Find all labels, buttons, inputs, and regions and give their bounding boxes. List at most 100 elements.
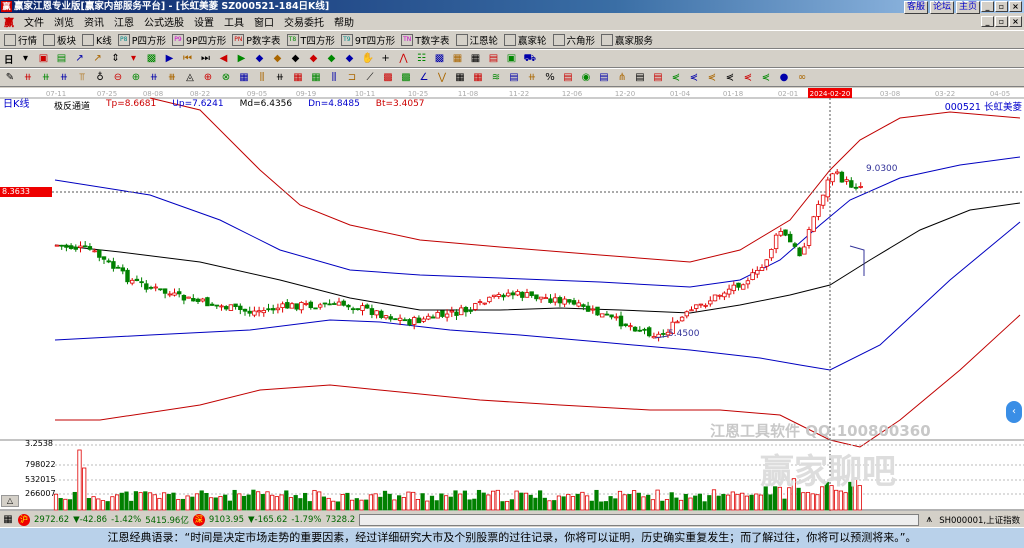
toolbar-button[interactable]: PN P数字表	[232, 33, 281, 47]
tool-icon[interactable]: ≋	[491, 71, 501, 83]
tool-icon[interactable]: ⊖	[113, 71, 123, 83]
tool-icon[interactable]: ⋞	[761, 71, 771, 83]
tool-icon[interactable]: ◀	[219, 52, 228, 64]
toolbar-button[interactable]: K线	[82, 33, 112, 47]
child-restore-button[interactable]: ▫	[995, 16, 1008, 27]
tool-icon[interactable]: ▤	[56, 52, 67, 64]
tool-icon[interactable]: ▾	[23, 52, 29, 64]
tool-icon[interactable]: ⧺	[59, 71, 69, 83]
toolbar-button[interactable]: 江恩轮	[455, 33, 498, 47]
link-forum[interactable]: 论坛	[929, 1, 954, 14]
link-service[interactable]: 客服	[903, 1, 928, 14]
tool-icon[interactable]: ✎	[5, 71, 15, 83]
tool-icon[interactable]: ▣	[506, 52, 517, 64]
tool-icon[interactable]: ▤	[599, 71, 609, 83]
tool-icon[interactable]: ◆	[345, 52, 354, 64]
child-close-button[interactable]: ×	[1009, 16, 1022, 27]
restore-button[interactable]: ▫	[995, 1, 1008, 12]
tool-icon[interactable]: ◬	[186, 71, 194, 83]
tool-icon[interactable]: ◆	[291, 52, 300, 64]
tool-icon[interactable]: ⏮	[183, 52, 193, 64]
menu-trade[interactable]: 交易委托	[284, 18, 324, 29]
tool-icon[interactable]: ▦	[473, 71, 483, 83]
side-scroll-button[interactable]: ‹	[1006, 401, 1022, 423]
toolbar-button[interactable]: 板块	[43, 33, 76, 47]
menu-tools[interactable]: 工具	[224, 18, 244, 29]
child-minimize-button[interactable]: _	[981, 16, 994, 27]
tool-icon[interactable]: ▤	[488, 52, 499, 64]
menu-window[interactable]: 窗口	[254, 18, 274, 29]
tool-icon[interactable]: ◆	[273, 52, 282, 64]
tool-icon[interactable]: ⟋	[366, 71, 374, 83]
tool-icon[interactable]: ▤	[563, 71, 573, 83]
tool-icon[interactable]: ⫼	[259, 71, 265, 83]
tool-icon[interactable]: ▩	[401, 71, 411, 83]
toolbar-button[interactable]: P8 P四方形	[117, 33, 166, 47]
tool-icon[interactable]: ↗	[75, 52, 84, 64]
toolbar-button[interactable]: 赢家轮	[504, 33, 547, 47]
tool-icon[interactable]: ▤	[653, 71, 663, 83]
tool-icon[interactable]: ⫪	[79, 71, 85, 83]
tool-icon[interactable]: ☷	[417, 52, 426, 64]
tool-icon[interactable]: ▤	[635, 71, 645, 83]
tool-icon[interactable]: ⋞	[707, 71, 717, 83]
tool-icon[interactable]: +	[381, 52, 390, 64]
tool-icon[interactable]: ▶	[237, 52, 246, 64]
toolbar-button[interactable]: P9 9P四方形	[172, 33, 226, 47]
minimize-button[interactable]: _	[981, 1, 994, 12]
calculator-icon[interactable]: ▦	[3, 513, 13, 525]
tool-icon[interactable]: ⧻	[167, 71, 177, 83]
tool-icon[interactable]: ⋁	[437, 71, 447, 83]
tool-icon[interactable]: ↗	[93, 52, 102, 64]
tool-icon[interactable]: ◆	[255, 52, 264, 64]
tool-icon[interactable]: ⧺	[23, 71, 33, 83]
tool-icon[interactable]: ✋	[361, 52, 374, 64]
menu-settings[interactable]: 设置	[194, 18, 214, 29]
close-button[interactable]: ×	[1009, 1, 1022, 12]
tool-icon[interactable]: ▾	[131, 52, 137, 64]
tool-icon[interactable]: ▣	[38, 52, 49, 64]
tool-icon[interactable]: ▦	[293, 71, 303, 83]
tool-icon[interactable]: ▶	[165, 52, 174, 64]
kline-chart[interactable]: 07-11 07-25 08-08 08-22 09-05 09-19 10-11 10-25…	[0, 88, 1024, 511]
tool-icon[interactable]: ∠	[419, 71, 429, 83]
tool-icon[interactable]: ▦	[452, 52, 463, 64]
tool-icon[interactable]: ▦	[311, 71, 321, 83]
tool-icon[interactable]: ⋞	[671, 71, 681, 83]
tool-icon[interactable]: ⇕	[111, 52, 120, 64]
expand-button[interactable]: △	[1, 495, 19, 507]
tool-icon[interactable]: ⋔	[617, 71, 627, 83]
menu-browse[interactable]: 浏览	[54, 18, 74, 29]
toolbar-button[interactable]: 赢家服务	[601, 33, 653, 47]
tool-icon[interactable]: ▩	[434, 52, 445, 64]
tool-icon[interactable]: %	[545, 71, 555, 83]
tool-icon[interactable]: ⊕	[131, 71, 141, 83]
horizontal-scrollbar[interactable]	[359, 513, 920, 526]
tool-icon[interactable]: ♁	[96, 71, 104, 83]
toolbar-button[interactable]: T9 9T四方形	[340, 33, 395, 47]
menu-gann[interactable]: 江恩	[114, 18, 134, 29]
tool-icon[interactable]: ◆	[327, 52, 336, 64]
tool-icon[interactable]: ▦	[470, 52, 481, 64]
index-name[interactable]: SH000001,上证指数	[939, 515, 1021, 526]
menu-file[interactable]: 文件	[24, 18, 44, 29]
menu-formula[interactable]: 公式选股	[144, 18, 184, 29]
tool-icon[interactable]: ▩	[383, 71, 393, 83]
tool-icon[interactable]: ⏭	[201, 52, 211, 64]
toolbar-button[interactable]: TN T数字表	[401, 33, 450, 47]
tool-icon[interactable]: ▦	[239, 71, 249, 83]
toolbar-button[interactable]: 行情	[4, 33, 37, 47]
tool-icon[interactable]: ⋀	[399, 52, 408, 64]
tool-icon[interactable]: ▩	[146, 52, 157, 64]
tool-icon[interactable]: ⊕	[203, 71, 213, 83]
tool-icon[interactable]: ⧺	[41, 71, 51, 83]
tool-icon[interactable]: ▤	[509, 71, 519, 83]
toolbar-button[interactable]: 六角形	[552, 33, 595, 47]
tool-icon[interactable]: ⧺	[527, 71, 537, 83]
toolbar-button[interactable]: T8 T四方形	[286, 33, 335, 47]
tool-icon[interactable]: ●	[779, 71, 789, 83]
tool-icon[interactable]: ◆	[309, 52, 318, 64]
tool-icon[interactable]: ⊐	[347, 71, 357, 83]
tool-icon[interactable]: ▦	[455, 71, 465, 83]
menu-news[interactable]: 资讯	[84, 18, 104, 29]
